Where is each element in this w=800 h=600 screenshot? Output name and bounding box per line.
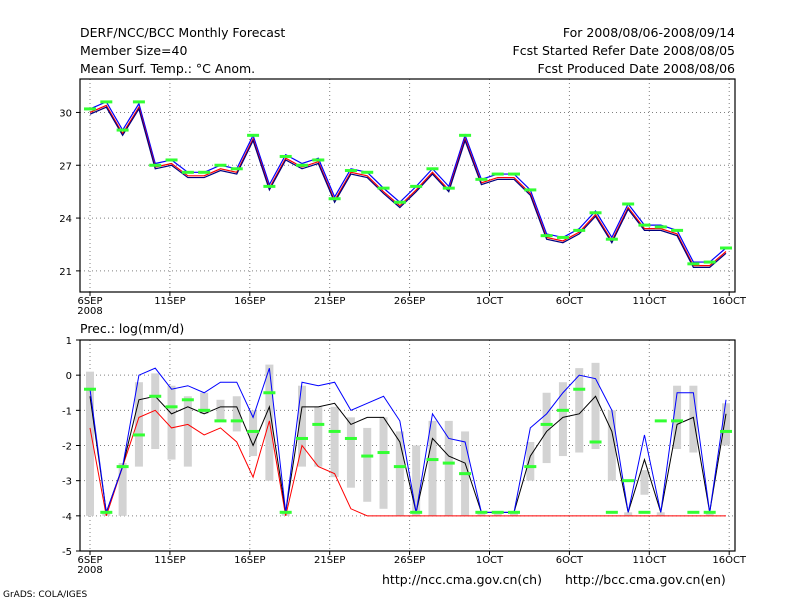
x-tick-label: 6OCT [556, 555, 584, 566]
precip-bar [118, 463, 127, 516]
y-tick-label: 24 [59, 214, 72, 225]
x-tick-label: 6OCT [556, 296, 584, 307]
precip-bar [444, 420, 453, 516]
y-tick-label: -3 [62, 477, 72, 488]
bcc-link[interactable]: http://bcc.cma.gov.cn(en) [565, 572, 726, 587]
ncc-link[interactable]: http://ncc.cma.gov.cn(ch) [382, 572, 542, 587]
x-tick-label: 16SEP [234, 296, 265, 307]
grads-credit: GrADS: COLA/IGES [3, 590, 87, 600]
precip-bar [722, 403, 730, 446]
y-tick-label: 30 [59, 108, 72, 119]
precip-bar [249, 410, 258, 457]
precip-bar [624, 512, 633, 516]
precip-bar [363, 427, 372, 502]
x-tick-label: 11SEP [154, 296, 185, 307]
precip-bar [493, 512, 502, 516]
upper-series-line [89, 101, 727, 263]
precip-bar [183, 396, 192, 467]
precip-bar [510, 512, 518, 516]
x-tick-label: 16OCT [712, 296, 747, 307]
x-tick-label: 11SEP [154, 555, 185, 566]
x-tick-label: 21SEP [314, 296, 345, 307]
precip-panel-title: Prec.: log(mm/d) [80, 321, 184, 336]
header-title: DERF/NCC/BCC Monthly Forecast [80, 25, 285, 40]
precip-bar [134, 382, 143, 467]
mean-series-line [89, 104, 727, 267]
precip-bar [200, 392, 209, 414]
temperature-panel: 6SEP 11SEP 16SEP 21SEP 26SEP 1OCT 6OCT 11OCT 16O… [59, 78, 747, 317]
header-produced-date: Fcst Produced Date 2008/08/06 [537, 61, 735, 76]
precip-bar [591, 362, 600, 450]
precip-bar [167, 385, 176, 460]
x-tick-label: 1OCT [476, 296, 504, 307]
precip-bar [673, 385, 682, 450]
x-tick-label: 26SEP [394, 296, 425, 307]
precip-bar [526, 441, 535, 481]
header-variable: Mean Surf. Temp.: °C Anom. [80, 61, 255, 76]
precip-bar [86, 371, 94, 516]
x-tick-label: 16OCT [712, 555, 747, 566]
y-tick-label: -4 [62, 512, 72, 523]
x-year-label: 2008 [77, 565, 102, 576]
x-tick-label: 21SEP [314, 555, 345, 566]
header-member-size: Member Size=40 [80, 43, 187, 58]
x-tick-label: 6SEP [77, 296, 102, 307]
precip-bar [656, 512, 665, 516]
x-tick-label: 11OCT [632, 555, 667, 566]
precip-bar [298, 385, 306, 467]
plot-frame [79, 339, 736, 552]
precip-bar [314, 406, 323, 467]
x-tick-label: 11OCT [632, 296, 667, 307]
precip-bar [542, 392, 551, 464]
y-tick-label: -1 [62, 406, 72, 417]
y-tick-label: 1 [66, 336, 72, 347]
header-start-date: Fcst Started Refer Date 2008/08/05 [513, 43, 736, 58]
precip-bar [232, 396, 241, 432]
header-period: For 2008/08/06-2008/09/14 [563, 25, 735, 40]
precip-bar [330, 406, 339, 478]
upper-series-line [89, 367, 727, 513]
x-tick-label: 26SEP [394, 555, 425, 566]
x-tick-label: 1OCT [476, 555, 504, 566]
precip-bar [640, 470, 649, 495]
precip-bar [346, 417, 355, 488]
precip-bar [558, 382, 567, 457]
x-tick-label: 16SEP [234, 555, 265, 566]
x-tick-label: 6SEP [77, 555, 102, 566]
precip-bar [216, 399, 225, 421]
lower-series-line [89, 106, 727, 268]
middle-series-line [89, 395, 727, 513]
precip-bar [412, 445, 421, 516]
mean-series-line [89, 409, 726, 517]
precip-bar [477, 512, 486, 516]
precip-bar [151, 373, 160, 450]
precip-bar [705, 512, 714, 516]
plot-frame [79, 78, 736, 293]
precip-bar [395, 431, 404, 516]
precip-bar [428, 420, 437, 516]
precip-bar [607, 410, 616, 481]
precipitation-panel: 6SEP 11SEP 16SEP 21SEP 26SEP 1OCT 6OCT 11OCT 16O… [62, 336, 747, 576]
y-tick-label: -2 [62, 442, 72, 453]
y-tick-label: 21 [59, 267, 72, 278]
y-tick-label: 27 [59, 161, 72, 172]
y-tick-label: -5 [62, 547, 72, 558]
x-year-label: 2008 [77, 306, 102, 317]
precip-bar [575, 368, 584, 453]
y-tick-label: 0 [66, 371, 72, 382]
precip-bar [379, 417, 388, 509]
